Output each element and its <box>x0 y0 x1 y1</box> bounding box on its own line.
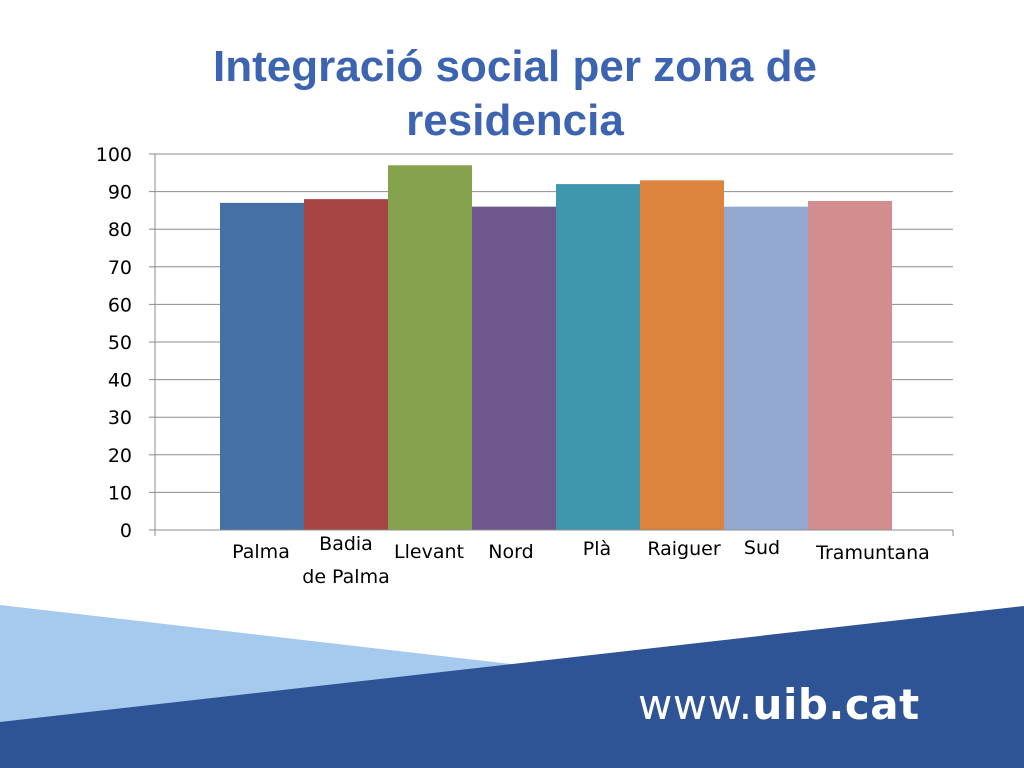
footer-band-dark <box>0 606 1024 768</box>
x-category-label: Tramuntana <box>815 542 930 564</box>
x-category-label: Sud <box>744 537 780 559</box>
y-tick-label: 60 <box>108 294 132 316</box>
bar <box>388 165 472 530</box>
bar <box>304 199 388 530</box>
bar <box>220 202 304 530</box>
slide-title: Integració social per zona de residencia <box>213 42 817 145</box>
bars <box>220 165 892 530</box>
footer-url-domain: uib.cat <box>752 680 920 729</box>
y-tick-label: 30 <box>108 407 132 429</box>
bar <box>556 184 640 530</box>
y-tick-label: 40 <box>108 370 132 392</box>
y-tick-label: 100 <box>96 144 132 166</box>
x-category-label: de Palma <box>302 566 389 588</box>
x-category-label: Raiguer <box>647 538 720 560</box>
x-category-label: Llevant <box>394 541 464 563</box>
y-tick-label: 10 <box>108 482 132 504</box>
bar <box>472 206 556 530</box>
axes <box>154 154 954 536</box>
y-tick-label: 70 <box>108 257 132 279</box>
y-tick-label: 80 <box>108 219 132 241</box>
y-tick-label: 50 <box>108 332 132 354</box>
x-category-label: Plà <box>583 538 611 560</box>
y-tick-labels: 0 10 20 30 40 50 60 70 80 90 100 <box>96 144 132 542</box>
y-tick-label: 0 <box>120 520 132 542</box>
x-category-label: Nord <box>488 541 533 563</box>
bar <box>808 201 892 530</box>
bar <box>640 180 724 530</box>
footer-url-prefix: www. <box>638 680 753 729</box>
footer-url[interactable]: www.uib.cat <box>638 680 920 729</box>
x-category-label: Palma <box>232 541 290 563</box>
y-tick-label: 90 <box>108 182 132 204</box>
x-category-label: Badia <box>319 533 373 555</box>
bar <box>724 206 808 530</box>
y-tick-label: 20 <box>108 445 132 467</box>
